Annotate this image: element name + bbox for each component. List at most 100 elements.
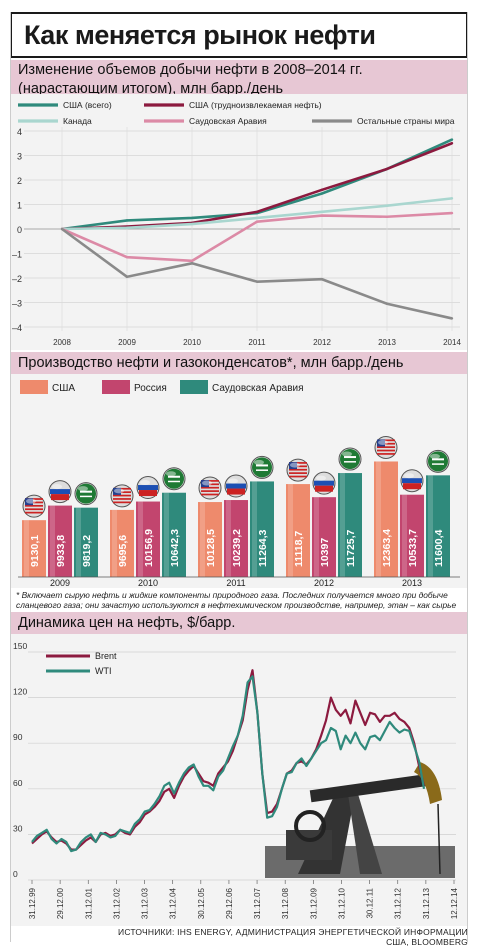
data-point	[125, 219, 129, 222]
x-category-label: 2012	[314, 578, 334, 588]
bar-россия-2013	[400, 494, 424, 577]
data-point	[385, 302, 389, 305]
y-tick-label: 150	[13, 641, 27, 651]
data-point	[125, 275, 129, 278]
flag-stripe	[289, 475, 307, 478]
x-tick-label: 2014	[443, 338, 461, 347]
legend-label: Остальные страны мира	[357, 116, 455, 126]
legend-label: WTI	[95, 666, 112, 676]
bar-highlight	[226, 500, 231, 577]
x-category-label: 2009	[50, 578, 70, 588]
data-point	[320, 214, 324, 217]
production-change-chart: 4 3 2 1 0 –1 –2 –3 –4 2008 2009 2010 2011 2012 2013 201…	[12, 100, 461, 347]
data-point	[125, 255, 129, 259]
x-tick-label: 31.12.02	[112, 887, 121, 919]
legend-label: Канада	[63, 116, 92, 126]
flag-stripe	[377, 442, 395, 445]
flag-shine	[52, 484, 62, 490]
flag-stripe	[51, 494, 69, 501]
walking-beam	[309, 773, 429, 803]
flag-shine	[430, 453, 440, 459]
data-point	[255, 210, 259, 214]
page-title-box: Как меняется рынок нефти	[10, 12, 468, 58]
source-note: ИСТОЧНИКИ: IHS ENERGY, АДМИНИСТРАЦИЯ ЭНЕ…	[118, 927, 468, 947]
legend-swatch	[20, 380, 48, 394]
flag-canton	[201, 480, 209, 488]
section2-title: Производство нефти и газоконденсатов*, м…	[18, 355, 404, 371]
x-tick-label: 31.12.01	[84, 887, 93, 919]
flag-stripe	[289, 462, 307, 464]
flag-stripe	[113, 501, 131, 504]
data-point	[190, 222, 194, 226]
legend-label: Саудовская Аравия	[189, 116, 267, 126]
bar-value-label: 11600,4	[433, 529, 445, 567]
bar-сша-2012	[286, 484, 310, 577]
flag-stripe	[113, 491, 131, 494]
bar-value-label: 9695,6	[117, 535, 129, 567]
bar-россия-2009	[48, 505, 72, 577]
flag-shine	[316, 475, 326, 481]
data-point	[450, 138, 454, 141]
x-tick-label: 30.12.11	[366, 887, 375, 918]
x-tick-label: 2011	[248, 338, 266, 347]
flag-stripe	[25, 511, 43, 514]
data-point	[450, 317, 454, 320]
legend-swatch	[180, 380, 208, 394]
bar-россия-2012	[312, 497, 336, 577]
legend-label: США (всего)	[63, 100, 112, 110]
flag-shine	[254, 459, 264, 465]
flag-field	[340, 449, 360, 470]
x-tick-label: 31.12.07	[253, 887, 262, 919]
x-tick-label: 31.12.09	[309, 887, 318, 919]
flag-shine	[78, 486, 88, 492]
flag-sword	[168, 480, 180, 483]
flag-stripe	[226, 483, 246, 489]
flag-field	[428, 451, 448, 472]
flag-stripe	[113, 498, 131, 500]
flag-shine	[228, 478, 238, 484]
data-point	[385, 204, 389, 207]
bar-сша-2009	[22, 520, 46, 577]
x-tick-label: 29.12.00	[56, 887, 65, 919]
y-tick-label: –1	[12, 250, 22, 260]
bar-value-label: 10239,2	[231, 529, 243, 567]
data-point	[125, 226, 129, 229]
polished-rod	[437, 803, 441, 875]
bar-value-label: 10156,9	[143, 529, 155, 567]
y-tick-label: –2	[12, 274, 22, 284]
bar-value-label: 11725,7	[345, 529, 357, 567]
data-point	[385, 215, 389, 218]
section1-title-line2: (нарастающим итогом), млн барр./день	[18, 81, 284, 97]
flag-script	[168, 475, 180, 478]
bar-highlight	[376, 461, 381, 577]
flag-stripe	[139, 490, 157, 497]
bar-value-label: 10397	[319, 538, 331, 567]
bar-value-label: 10128,5	[205, 529, 217, 567]
section1-title-line1: Изменение объемов добычи нефти в 2008–20…	[18, 62, 363, 78]
flag-canton	[25, 498, 33, 506]
x-category-label: 2010	[138, 578, 158, 588]
flag-stripe	[377, 449, 395, 452]
page-title: Как меняется рынок нефти	[24, 20, 376, 50]
wti-line	[31, 675, 426, 853]
flag-canton	[113, 487, 121, 495]
flag-stripe	[201, 483, 219, 486]
section2-header: Производство нефти и газоконденсатов*, м…	[10, 352, 468, 374]
bar-value-label: 12363,4	[381, 529, 393, 567]
flag-stripe	[289, 472, 307, 474]
x-tick-label: 12.12.14	[450, 887, 459, 919]
section3-title: Динамика цен на нефть, $/барр.	[18, 615, 236, 631]
bar-highlight	[428, 475, 433, 577]
flag-stripe	[227, 488, 245, 495]
flag-stripe	[25, 508, 43, 511]
data-point	[320, 188, 324, 191]
flag-stripe	[138, 485, 158, 491]
x-tick-label: 2008	[53, 338, 71, 347]
y-tick-label: 4	[17, 127, 22, 137]
x-tick-label: 30.12.05	[197, 887, 206, 919]
flag-shine	[290, 462, 300, 468]
flag-stripe	[377, 439, 395, 442]
flag-shine	[342, 451, 352, 457]
bar-value-label: 10533,7	[407, 529, 419, 567]
x-tick-label: 29.12.06	[225, 887, 234, 919]
